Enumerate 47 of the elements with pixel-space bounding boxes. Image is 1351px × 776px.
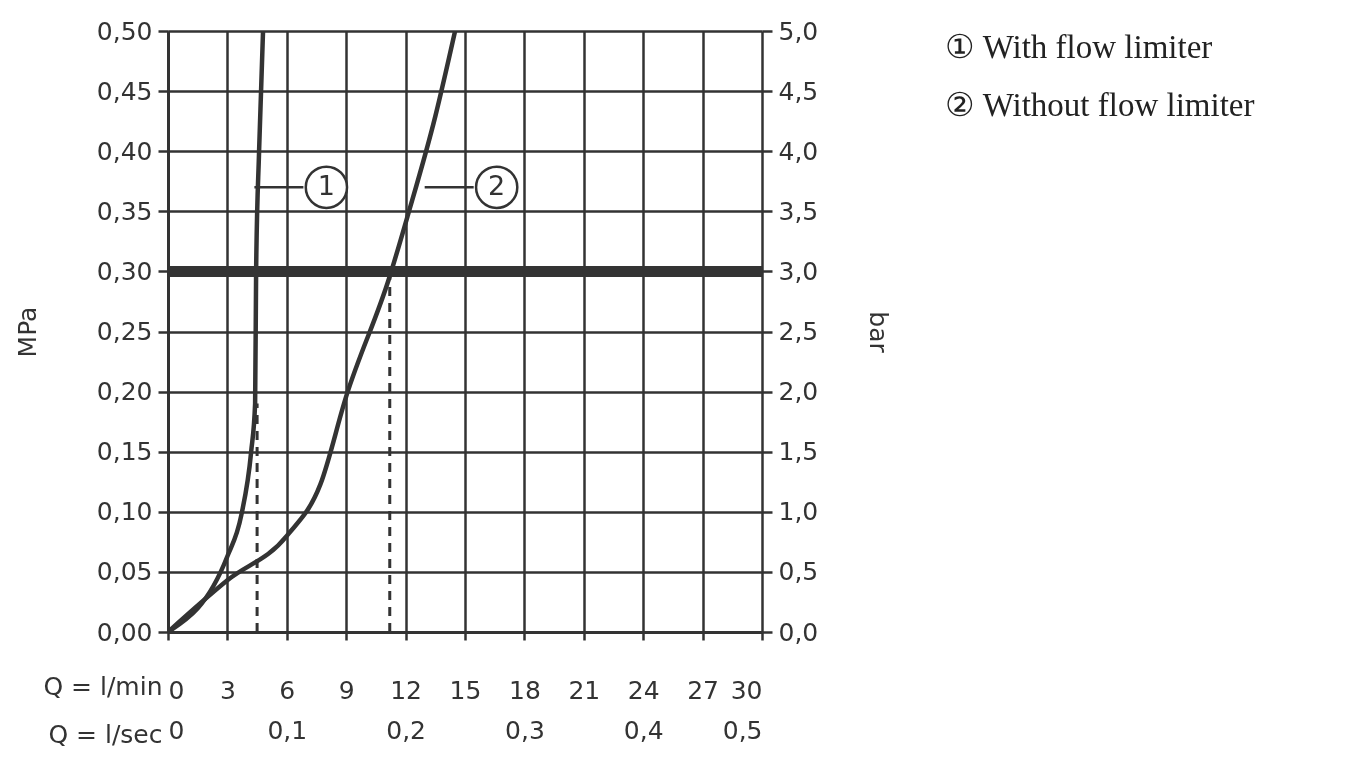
- y-tick-label: 0,50: [96, 16, 153, 46]
- x2-tick-label: 0: [168, 715, 185, 745]
- y-tick-label: 0,05: [96, 557, 153, 587]
- x-axis-title: Q = l/min: [43, 671, 163, 701]
- y2-tick-label: 1,0: [778, 497, 819, 527]
- text: ② Without flow limiter: [945, 86, 1255, 125]
- y2-tick-label: 2,5: [778, 317, 819, 346]
- y2-tick-label: 3,0: [778, 256, 819, 286]
- y-tick-label: 0,25: [96, 317, 153, 346]
- y-tick-label: 0,20: [96, 377, 153, 407]
- x-tick-label: 6: [279, 675, 296, 705]
- y-tick-label: 0,35: [96, 196, 153, 226]
- y-tick-label: 0,10: [96, 497, 153, 527]
- annotation: 1: [317, 170, 335, 202]
- x-tick-label: 12: [390, 675, 423, 705]
- y-tick-label: 0,40: [96, 136, 153, 166]
- y2-axis-title: bar: [863, 311, 893, 354]
- y2-tick-label: 0,5: [778, 557, 819, 587]
- y2-tick-label: 5,0: [778, 16, 819, 46]
- x-tick-label: 27: [687, 675, 720, 705]
- y2-tick-label: 3,5: [778, 196, 819, 226]
- x-tick-label: 9: [338, 675, 355, 705]
- x2-tick-label: 0,1: [267, 715, 308, 745]
- x2-axis-title: Q = l/sec: [48, 719, 163, 749]
- y-axis-title: MPa: [12, 306, 42, 358]
- annotation: 2: [488, 170, 506, 202]
- x-tick-label: 18: [508, 675, 541, 705]
- x-tick-label: 24: [627, 675, 660, 705]
- x-tick-label: 21: [568, 675, 601, 705]
- x2-tick-label: 0,4: [623, 715, 664, 745]
- y2-tick-label: 1,5: [778, 437, 819, 467]
- x2-tick-label: 0,5: [722, 715, 763, 745]
- y2-tick-label: 4,0: [778, 136, 819, 166]
- x2-tick-label: 0,3: [505, 715, 545, 745]
- y-tick-label: 0,15: [96, 437, 153, 467]
- x-tick-label: 15: [449, 675, 482, 705]
- x-tick-label: 0: [168, 675, 185, 705]
- text: ① With flow limiter: [945, 28, 1214, 67]
- y-tick-label: 0,45: [96, 76, 153, 106]
- y-tick-label: 0,00: [96, 617, 153, 647]
- y-tick-label: 0,30: [96, 256, 153, 286]
- x2-tick-label: 0,2: [386, 715, 426, 745]
- y2-tick-label: 0,0: [778, 617, 819, 647]
- x-tick-label: 30: [730, 675, 763, 705]
- y2-tick-label: 4,5: [778, 76, 819, 106]
- y2-tick-label: 2,0: [778, 377, 819, 407]
- x-tick-label: 3: [219, 675, 236, 705]
